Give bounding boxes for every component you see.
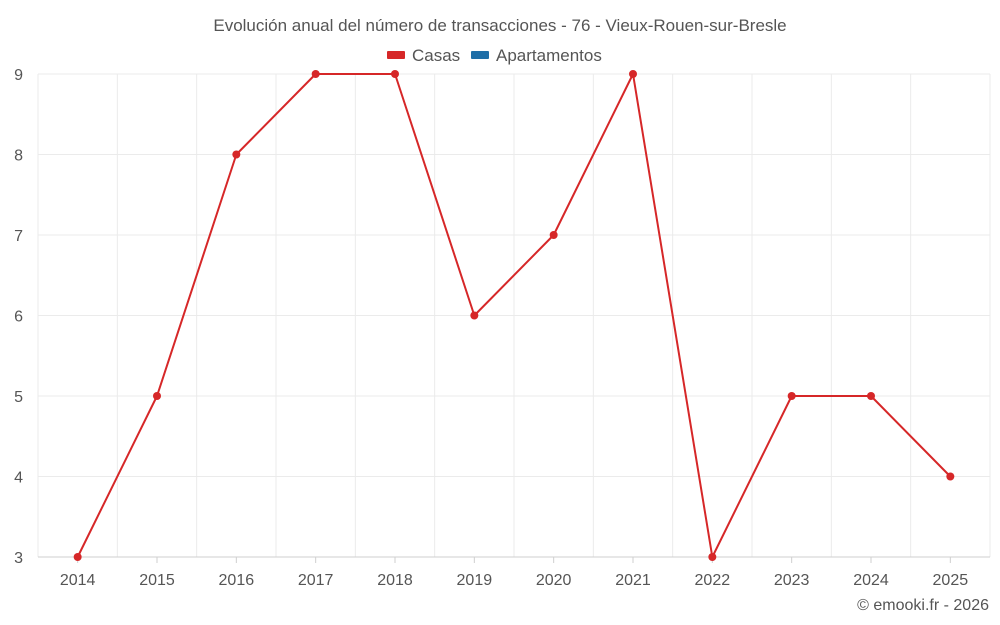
x-tick-label: 2023 bbox=[774, 572, 810, 589]
grid bbox=[37, 73, 991, 557]
chart-title: Evolución anual del número de transaccio… bbox=[213, 16, 786, 35]
data-point[interactable] bbox=[946, 472, 955, 481]
data-point[interactable] bbox=[470, 311, 479, 320]
legend-label-casas: Casas bbox=[412, 46, 460, 65]
data-point[interactable] bbox=[232, 150, 241, 159]
legend-label-apartamentos: Apartamentos bbox=[496, 46, 602, 65]
x-tick-label: 2015 bbox=[139, 572, 175, 589]
legend-swatch-casas bbox=[387, 51, 405, 59]
credit-text: © emooki.fr - 2026 bbox=[857, 597, 989, 614]
legend-swatch-apartamentos bbox=[471, 51, 489, 59]
data-point[interactable] bbox=[549, 231, 558, 239]
data-point[interactable] bbox=[787, 392, 796, 400]
x-tick-label: 2025 bbox=[933, 572, 969, 589]
data-point[interactable] bbox=[629, 70, 637, 78]
data-point[interactable] bbox=[391, 70, 399, 78]
y-tick-label: 9 bbox=[14, 67, 23, 84]
y-tick-label: 4 bbox=[14, 470, 23, 487]
x-tick-label: 2020 bbox=[536, 572, 572, 589]
x-tick-label: 2018 bbox=[377, 572, 413, 589]
x-tick-label: 2014 bbox=[60, 572, 96, 589]
data-point[interactable] bbox=[867, 392, 875, 400]
plot-area bbox=[73, 70, 955, 561]
x-tick-label: 2021 bbox=[615, 572, 651, 589]
legend: Casas Apartamentos bbox=[387, 46, 602, 65]
x-tick-label: 2022 bbox=[695, 572, 731, 589]
series-line-casas bbox=[76, 73, 952, 558]
y-tick-label: 3 bbox=[14, 550, 23, 567]
y-tick-label: 5 bbox=[14, 389, 23, 406]
data-point[interactable] bbox=[73, 553, 82, 561]
y-tick-label: 8 bbox=[14, 148, 23, 165]
axes: 3 4 5 6 7 8 9 2014 2015 2016 2017 2018 2019 2020 2021 2… bbox=[14, 67, 990, 589]
data-point[interactable] bbox=[708, 553, 717, 561]
y-tick-label: 6 bbox=[14, 309, 23, 326]
legend-item-casas[interactable]: Casas bbox=[387, 46, 460, 65]
x-tick-label: 2019 bbox=[457, 572, 493, 589]
data-point[interactable] bbox=[311, 70, 320, 78]
x-tick-label: 2024 bbox=[853, 572, 889, 589]
y-tick-label: 7 bbox=[14, 228, 23, 245]
x-tick-label: 2017 bbox=[298, 572, 334, 589]
x-tick-label: 2016 bbox=[219, 572, 255, 589]
legend-item-apartamentos[interactable]: Apartamentos bbox=[471, 46, 602, 65]
data-point[interactable] bbox=[153, 392, 161, 400]
